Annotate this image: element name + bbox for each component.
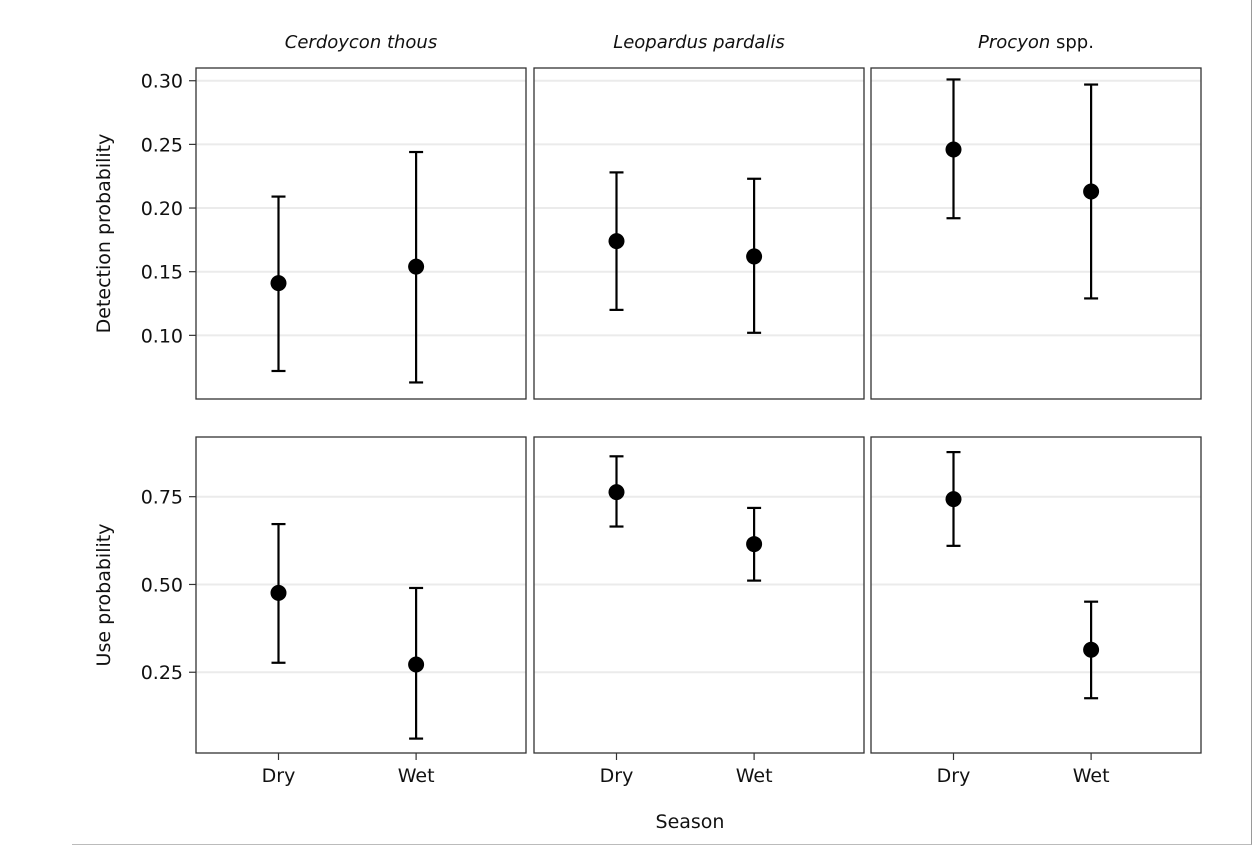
data-point: [608, 233, 625, 250]
y-tick-label: 0.50: [141, 574, 183, 596]
data-point: [945, 141, 962, 158]
data-point: [746, 536, 763, 553]
y-axis-title-row-1: Detection probability: [93, 134, 115, 334]
panel-border: [195, 67, 527, 400]
y-tick-label: 0.25: [141, 662, 183, 684]
data-point: [408, 656, 425, 673]
data-point: [945, 491, 962, 508]
y-tick-label: 0.75: [141, 487, 183, 509]
x-tick-label: Dry: [937, 765, 971, 787]
y-tick-label: 0.15: [141, 262, 183, 284]
x-tick-label: Dry: [262, 765, 296, 787]
y-tick-label: 0.10: [141, 325, 183, 347]
x-tick-label: Dry: [600, 765, 634, 787]
panel-border: [533, 67, 865, 400]
data-point: [608, 484, 625, 501]
data-point: [408, 258, 425, 275]
facet-label-3: Procyon spp.: [978, 32, 1094, 53]
x-axis-title: Season: [656, 811, 725, 833]
x-tick-label: Wet: [1073, 765, 1110, 787]
data-point: [1083, 183, 1100, 200]
figure-frame: [72, 0, 1252, 845]
data-point: [746, 248, 763, 265]
panel-border: [870, 436, 1202, 754]
y-tick-label: 0.30: [141, 71, 183, 93]
facet-label-2: Leopardus pardalis: [613, 32, 785, 53]
data-point: [270, 584, 287, 601]
x-tick-label: Wet: [736, 765, 773, 787]
facet-label-1: Cerdoycon thous: [285, 32, 437, 53]
y-tick-label: 0.25: [141, 134, 183, 156]
y-tick-label: 0.20: [141, 198, 183, 220]
data-point: [1083, 641, 1100, 658]
data-point: [270, 275, 287, 292]
panel-border: [195, 436, 527, 754]
panel-border: [533, 436, 865, 754]
y-axis-title-row-2: Use probability: [93, 524, 115, 667]
x-tick-label: Wet: [398, 765, 435, 787]
panel-border: [870, 67, 1202, 400]
